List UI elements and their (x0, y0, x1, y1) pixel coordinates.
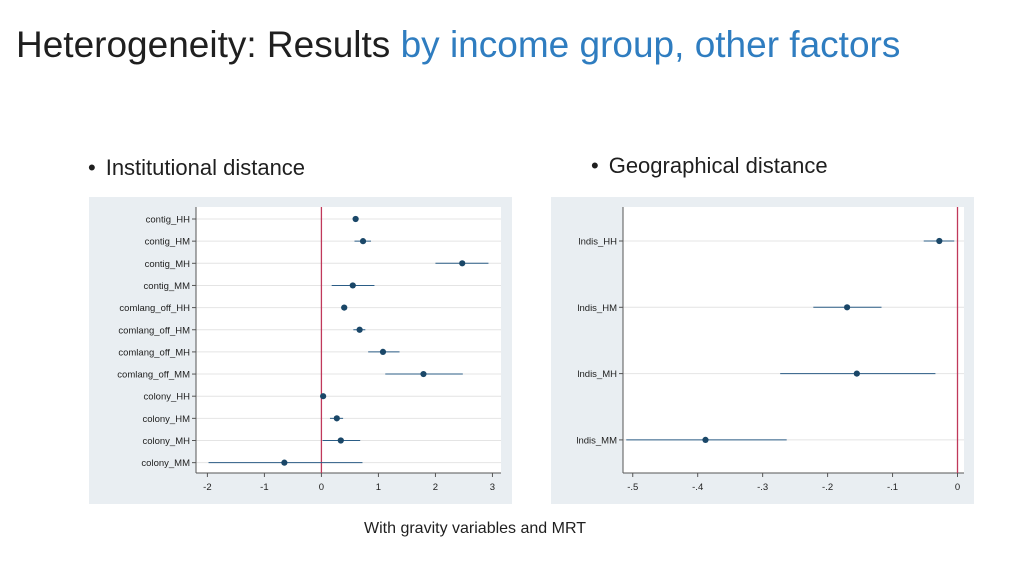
bullet-institutional-distance: • Institutional distance (88, 155, 305, 181)
x-tick-label: -.2 (822, 482, 833, 493)
point-estimate (337, 437, 344, 444)
point-estimate (349, 282, 356, 289)
y-tick-label: contig_MM (144, 281, 191, 292)
bullet-label: Geographical distance (608, 153, 828, 178)
y-tick-label: colony_HH (144, 392, 191, 403)
point-estimate (359, 238, 367, 245)
point-estimate (459, 260, 466, 267)
x-tick-label: 1 (376, 482, 381, 493)
x-tick-label: -2 (203, 482, 211, 493)
y-tick-label: lndis_HH (578, 237, 617, 248)
point-estimate (936, 237, 943, 245)
point-estimate (420, 370, 427, 378)
y-tick-label: comlang_off_HH (119, 303, 190, 314)
bullet-label: Institutional distance (105, 155, 306, 180)
y-tick-label: lndis_MH (577, 369, 617, 380)
x-tick-label: -.4 (692, 482, 703, 493)
point-estimate (356, 326, 363, 333)
slide-title: Heterogeneity: Results by income group, … (16, 24, 900, 66)
slide-title-main: Heterogeneity: Results (16, 24, 391, 65)
x-tick-label: 0 (319, 482, 324, 493)
institutional-distance-chart: -2 -1 0 1 2 3 contig_HH contig_HM contig_MHconti… (117, 207, 501, 493)
x-tick-label: 0 (955, 482, 960, 493)
y-tick-label: contig_HH (146, 215, 190, 226)
y-tick-label: comlang_off_MH (118, 347, 190, 358)
point-estimate (333, 415, 340, 422)
x-tick-label: -.5 (627, 482, 638, 493)
y-tick-label: contig_HM (145, 237, 190, 248)
y-tick-label: comlang_off_MM (117, 370, 190, 381)
bullet-icon: • (88, 155, 96, 180)
y-tick-label: colony_MH (142, 436, 190, 447)
plot-area (196, 207, 501, 473)
plot-area (623, 207, 964, 473)
y-tick-label: lndis_HM (577, 303, 617, 314)
point-estimate (320, 393, 327, 400)
point-estimate (843, 304, 851, 311)
x-tick-label: -.3 (757, 482, 768, 493)
y-tick-label: comlang_off_HM (118, 325, 190, 336)
bullet-icon: • (591, 153, 599, 178)
y-tick-label: colony_MM (141, 458, 190, 469)
point-estimate (379, 348, 387, 355)
point-estimate (281, 459, 288, 466)
x-tick-label: 2 (433, 482, 438, 493)
bullet-geographical-distance: • Geographical distance (591, 153, 828, 179)
y-tick-label: contig_MH (145, 259, 191, 270)
point-estimate (853, 370, 860, 377)
point-estimate (702, 436, 709, 443)
geographical-distance-chart-panel: -.5 -.4 -.3 -.2 -.1 0 lndis_HH lndis_HM lndis_MH… (551, 197, 974, 504)
slide-title-accent: by income group, other factors (400, 24, 901, 65)
x-tick-label: -1 (260, 482, 268, 493)
x-tick-label: 3 (490, 482, 495, 493)
y-tick-label: lndis_MM (576, 435, 617, 446)
point-estimate (341, 304, 348, 311)
footnote: With gravity variables and MRT (364, 520, 586, 537)
y-tick-label: colony_HM (142, 414, 190, 425)
point-estimate (352, 215, 359, 223)
geographical-distance-chart: -.5 -.4 -.3 -.2 -.1 0 lndis_HH lndis_HM lndis_MH… (576, 207, 964, 493)
x-tick-label: -.1 (887, 482, 898, 493)
